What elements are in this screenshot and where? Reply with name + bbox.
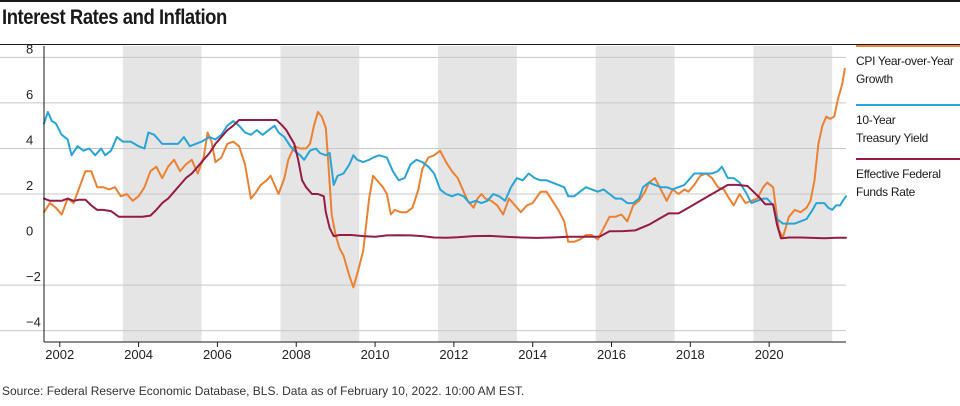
x-tick-label-3: 2008 <box>282 347 311 362</box>
legend-swatch-cpi <box>856 45 960 47</box>
series-line-0 <box>43 67 846 289</box>
legend-label-treasury-line1: 10-Year <box>856 113 896 127</box>
y-tick-label-1: 6 <box>26 87 33 102</box>
legend-item-fedfunds: Effective Federal Funds Rate <box>856 158 960 201</box>
x-tick-label-4: 2010 <box>361 347 390 362</box>
title-rule <box>0 44 960 45</box>
legend-swatch-treasury <box>856 104 960 106</box>
series-line-2 <box>43 119 847 240</box>
x-tick-label-8: 2018 <box>676 347 705 362</box>
source-note: Source: Federal Reserve Economic Databas… <box>2 384 525 398</box>
legend-label-fedfunds-line1: Effective Federal <box>856 167 941 181</box>
x-tick-label-9: 2020 <box>755 347 784 362</box>
top-rule <box>0 0 960 2</box>
x-tick-label-6: 2014 <box>518 347 547 362</box>
y-tick-label-2: 4 <box>26 132 33 147</box>
x-tick-label-7: 2016 <box>597 347 626 362</box>
legend-label-fedfunds-line2: Funds Rate <box>856 185 916 199</box>
y-tick-label-5: −2 <box>26 269 41 284</box>
legend-label-cpi-line2: Growth <box>856 72 893 86</box>
series-layer <box>43 67 847 289</box>
series-line-1 <box>43 111 847 225</box>
x-tick-label-2: 2006 <box>203 347 232 362</box>
x-tick-label-5: 2012 <box>439 347 468 362</box>
y-tick-label-3: 2 <box>26 178 33 193</box>
axis-layer: 8 6 4 2 0 −2 −4 2002 2004 2006 2008 2010 2012 2014 201… <box>26 41 846 362</box>
chart-title: Interest Rates and Inflation <box>2 6 227 29</box>
legend-swatch-fedfunds <box>856 158 960 160</box>
y-tick-label-6: −4 <box>26 315 41 330</box>
legend-label-treasury-line2: Treasury Yield <box>856 131 929 145</box>
x-tick-label-0: 2002 <box>45 347 74 362</box>
legend-item-treasury: 10-Year Treasury Yield <box>856 104 960 147</box>
legend-item-cpi: CPI Year-over-Year Growth <box>856 45 960 88</box>
x-tick-label-1: 2004 <box>124 347 153 362</box>
y-tick-label-0: 8 <box>26 41 33 56</box>
y-tick-label-4: 0 <box>26 224 33 239</box>
legend-label-cpi-line1: CPI Year-over-Year <box>856 54 954 68</box>
